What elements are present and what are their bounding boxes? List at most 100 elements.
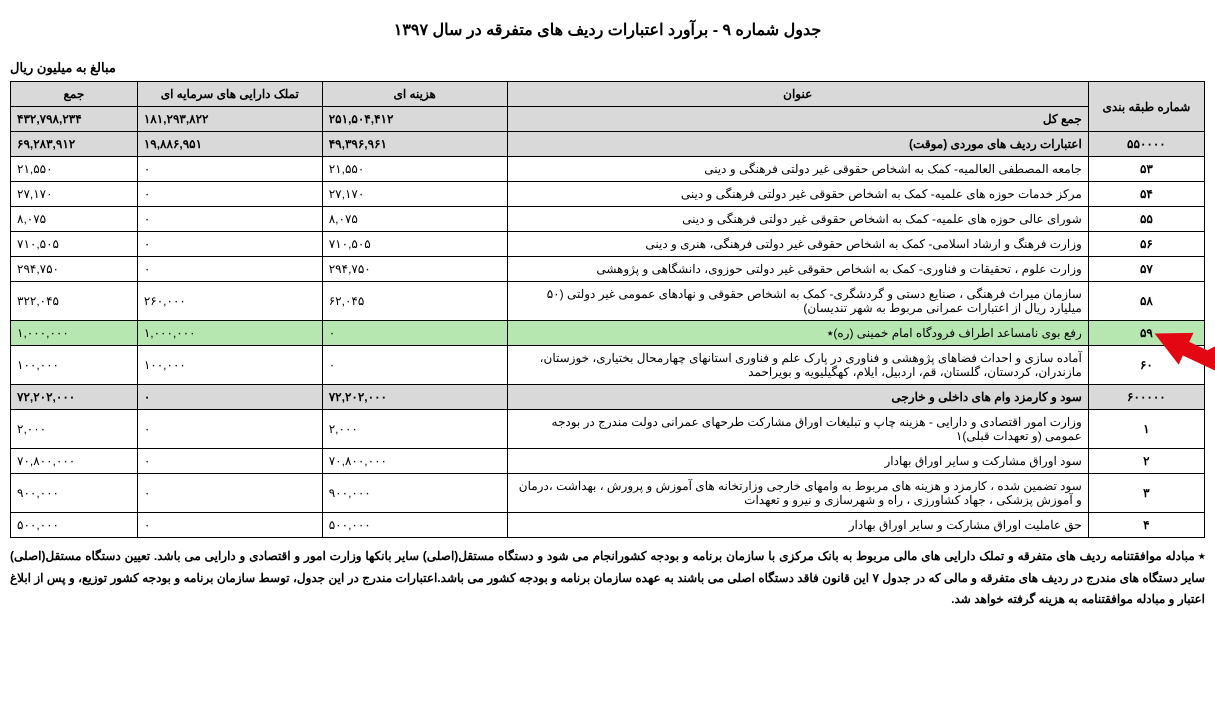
col-class-no: شماره طبقه بندی [1088,82,1204,132]
table-row: ۵۵شورای عالی حوزه های علمیه- کمک به اشخا… [11,207,1205,232]
grand-total-capital: ۱۸۱,۲۹۳,۸۲۲ [137,107,322,132]
table-row: ۲سود اوراق مشارکت و سایر اوراق بهادار۷۰,… [11,449,1205,474]
cell: ۲۹۴,۷۵۰ [11,257,138,282]
footnote: ٭ مبادله موافقتنامه ردیف های متفرقه و تم… [10,546,1205,611]
cell: سود اوراق مشارکت و سایر اوراق بهادار [507,449,1088,474]
cell: ۰ [137,207,322,232]
col-capital: تملک دارایی های سرمایه ای [137,82,322,107]
cell: وزارت فرهنگ و ارشاد اسلامی- کمک به اشخاص… [507,232,1088,257]
cell: ۰ [137,449,322,474]
cell: ۷۱۰,۵۰۵ [322,232,507,257]
cell: ۲,۰۰۰ [322,410,507,449]
page-title: جدول شماره ۹ - برآورد اعتبارات ردیف های … [10,20,1205,40]
cell: ۲۷,۱۷۰ [11,182,138,207]
cell: ۵۷ [1088,257,1204,282]
cell: آماده سازی و احداث فضاهای پژوهشی و فناور… [507,346,1088,385]
cell: رفع بوی نامساعد اطراف فرودگاه امام خمینی… [507,321,1088,346]
cell: ۹۰۰,۰۰۰ [322,474,507,513]
table-wrapper: شماره طبقه بندی عنوان هزینه ای تملک دارا… [10,81,1205,538]
cell: ۰ [137,257,322,282]
cell: ۶۲,۰۴۵ [322,282,507,321]
cell: ۲۱,۵۵۰ [322,157,507,182]
cell: ۰ [137,385,322,410]
cell: جامعه المصطفی العالمیه- کمک به اشخاص حقو… [507,157,1088,182]
cell: ۴۹,۳۹۶,۹۶۱ [322,132,507,157]
col-title: عنوان [507,82,1088,107]
unit-label: مبالغ به میلیون ریال [10,60,1205,76]
cell: ۷۱۰,۵۰۵ [11,232,138,257]
cell: ۲,۰۰۰ [11,410,138,449]
budget-table: شماره طبقه بندی عنوان هزینه ای تملک دارا… [10,81,1205,538]
cell: ۵۸ [1088,282,1204,321]
grand-total-row: جمع کل ۲۵۱,۵۰۴,۴۱۲ ۱۸۱,۲۹۳,۸۲۲ ۴۳۲,۷۹۸,۲… [11,107,1205,132]
table-row: ۵۵۰۰۰۰اعتبارات ردیف های موردی (موقت)۴۹,۳… [11,132,1205,157]
cell: ۳ [1088,474,1204,513]
cell: ۳۲۲,۰۴۵ [11,282,138,321]
cell: وزارت علوم ، تحقیقات و فناوری- کمک به اش… [507,257,1088,282]
cell: ۵۴ [1088,182,1204,207]
cell: سازمان میراث فرهنگی ، صنایع دستی و گردشگ… [507,282,1088,321]
cell: وزارت امور اقتصادی و دارایی - هزینه چاپ … [507,410,1088,449]
cell: ۶۰ [1088,346,1204,385]
cell: ۵۳ [1088,157,1204,182]
col-cost: هزینه ای [322,82,507,107]
table-row: ۴حق عاملیت اوراق مشارکت و سایر اوراق بها… [11,513,1205,538]
cell: ۶۹,۲۸۳,۹۱۲ [11,132,138,157]
table-row: ۵۴مرکز خدمات حوزه های علمیه- کمک به اشخا… [11,182,1205,207]
cell: ۰ [137,513,322,538]
table-row: ۵۳جامعه المصطفی العالمیه- کمک به اشخاص ح… [11,157,1205,182]
cell: سود تضمین شده ، کارمزد و هزینه های مربوط… [507,474,1088,513]
table-row: ۵۶وزارت فرهنگ و ارشاد اسلامی- کمک به اشخ… [11,232,1205,257]
grand-total-total: ۴۳۲,۷۹۸,۲۳۴ [11,107,138,132]
cell: ۱,۰۰۰,۰۰۰ [11,321,138,346]
cell: ۲ [1088,449,1204,474]
cell: ۷۲,۲۰۲,۰۰۰ [11,385,138,410]
cell: ۱ [1088,410,1204,449]
cell: ۲۷,۱۷۰ [322,182,507,207]
cell: ۸,۰۷۵ [11,207,138,232]
cell: ۵۵ [1088,207,1204,232]
cell: شورای عالی حوزه های علمیه- کمک به اشخاص … [507,207,1088,232]
cell: ۰ [137,232,322,257]
cell: ۰ [137,410,322,449]
cell: مرکز خدمات حوزه های علمیه- کمک به اشخاص … [507,182,1088,207]
cell: ۷۰,۸۰۰,۰۰۰ [11,449,138,474]
table-row: ۱وزارت امور اقتصادی و دارایی - هزینه چاپ… [11,410,1205,449]
cell: ۰ [322,321,507,346]
header-row: شماره طبقه بندی عنوان هزینه ای تملک دارا… [11,82,1205,107]
grand-total-cost: ۲۵۱,۵۰۴,۴۱۲ [322,107,507,132]
cell: ۵۵۰۰۰۰ [1088,132,1204,157]
cell: ۰ [137,474,322,513]
cell: ۱۰۰,۰۰۰ [11,346,138,385]
grand-total-title: جمع کل [507,107,1088,132]
cell: ۱۹,۸۸۶,۹۵۱ [137,132,322,157]
cell: ۹۰۰,۰۰۰ [11,474,138,513]
cell: ۵۰۰,۰۰۰ [11,513,138,538]
cell: ۷۰,۸۰۰,۰۰۰ [322,449,507,474]
cell: ۶۰۰۰۰۰ [1088,385,1204,410]
cell: اعتبارات ردیف های موردی (موقت) [507,132,1088,157]
cell: ۴ [1088,513,1204,538]
cell: ۰ [137,182,322,207]
cell: ۱,۰۰۰,۰۰۰ [137,321,322,346]
table-row: ۶۰آماده سازی و احداث فضاهای پژوهشی و فنا… [11,346,1205,385]
table-row: ۵۹رفع بوی نامساعد اطراف فرودگاه امام خمی… [11,321,1205,346]
cell: ۲۱,۵۵۰ [11,157,138,182]
cell: سود و کارمزد وام های داخلی و خارجی [507,385,1088,410]
table-row: ۳سود تضمین شده ، کارمزد و هزینه های مربو… [11,474,1205,513]
cell: حق عاملیت اوراق مشارکت و سایر اوراق بهاد… [507,513,1088,538]
cell: ۵۹ [1088,321,1204,346]
table-row: ۵۸سازمان میراث فرهنگی ، صنایع دستی و گرد… [11,282,1205,321]
table-row: ۶۰۰۰۰۰سود و کارمزد وام های داخلی و خارجی… [11,385,1205,410]
cell: ۵۶ [1088,232,1204,257]
cell: ۱۰۰,۰۰۰ [137,346,322,385]
cell: ۷۲,۲۰۲,۰۰۰ [322,385,507,410]
cell: ۸,۰۷۵ [322,207,507,232]
cell: ۵۰۰,۰۰۰ [322,513,507,538]
cell: ۰ [137,157,322,182]
col-total: جمع [11,82,138,107]
cell: ۰ [322,346,507,385]
table-row: ۵۷وزارت علوم ، تحقیقات و فناوری- کمک به … [11,257,1205,282]
cell: ۲۹۴,۷۵۰ [322,257,507,282]
table-body: ۵۵۰۰۰۰اعتبارات ردیف های موردی (موقت)۴۹,۳… [11,132,1205,538]
